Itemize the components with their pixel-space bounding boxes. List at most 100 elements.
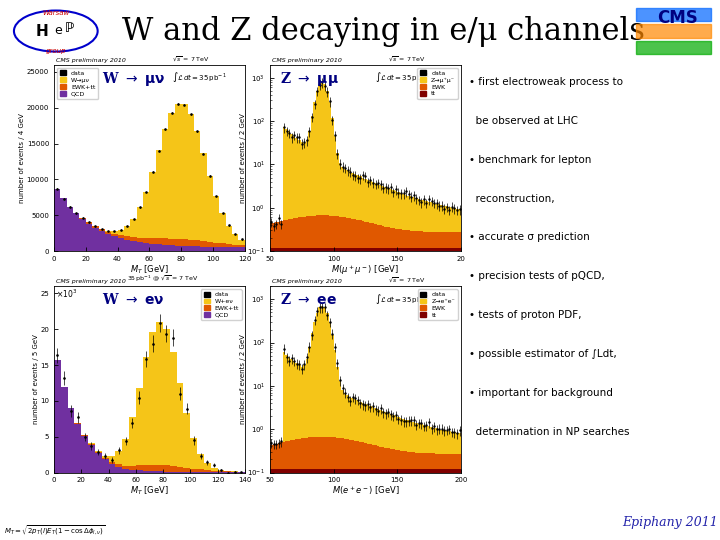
Bar — [400, 469, 402, 540]
Bar — [438, 232, 441, 248]
Bar — [137, 238, 143, 242]
Bar — [438, 205, 441, 232]
Text: determination in NP searches: determination in NP searches — [469, 427, 630, 437]
Bar — [162, 130, 168, 238]
Bar — [311, 437, 313, 469]
Bar — [226, 244, 232, 247]
Bar — [336, 367, 338, 437]
Bar — [298, 140, 300, 217]
X-axis label: $M_T$ [GeV]: $M_T$ [GeV] — [130, 485, 169, 497]
Bar — [338, 381, 341, 438]
Bar — [384, 448, 387, 469]
Text: $35\,\mathrm{pb}^{-1}$ @ $\sqrt{s}$ = 7 TeV: $35\,\mathrm{pb}^{-1}$ @ $\sqrt{s}$ = 7 … — [127, 274, 198, 285]
Bar — [395, 469, 397, 540]
Bar — [273, 469, 275, 540]
Bar — [446, 431, 448, 454]
Bar — [448, 248, 451, 540]
Bar — [359, 442, 361, 469]
Text: • accurate σ prediction: • accurate σ prediction — [469, 232, 590, 242]
Bar — [117, 230, 124, 235]
Bar — [217, 471, 225, 472]
Bar — [426, 232, 428, 248]
Bar — [143, 243, 150, 251]
Bar — [143, 357, 150, 465]
Bar — [300, 142, 303, 217]
Bar — [426, 453, 428, 469]
Text: $\sqrt{s}$ = 7 TeV: $\sqrt{s}$ = 7 TeV — [388, 54, 426, 63]
Bar — [408, 469, 410, 540]
Bar — [418, 248, 420, 540]
Bar — [372, 445, 374, 469]
Bar — [343, 217, 346, 248]
Bar — [384, 226, 387, 248]
Bar — [316, 248, 318, 540]
Bar — [431, 469, 433, 540]
Bar — [300, 248, 303, 540]
Bar — [400, 451, 402, 469]
Bar — [207, 247, 213, 251]
Bar — [456, 454, 458, 469]
Bar — [382, 447, 384, 469]
Bar — [285, 355, 288, 441]
Bar — [390, 449, 392, 469]
Bar — [343, 394, 346, 438]
Bar — [130, 219, 137, 237]
Bar — [458, 209, 461, 232]
Bar — [369, 223, 372, 248]
Bar — [124, 237, 130, 240]
Bar — [356, 469, 359, 540]
Bar — [436, 232, 438, 248]
Bar — [436, 204, 438, 232]
Bar — [392, 469, 395, 540]
Bar — [359, 469, 361, 540]
Bar — [408, 248, 410, 540]
Bar — [318, 84, 321, 215]
Bar — [311, 469, 313, 540]
Bar — [316, 437, 318, 469]
Bar — [338, 163, 341, 217]
Bar — [162, 238, 168, 245]
Bar — [387, 469, 390, 540]
Bar — [288, 248, 290, 540]
Bar — [364, 179, 366, 221]
Bar — [395, 228, 397, 248]
Text: $\sqrt{s}$ = 7 TeV: $\sqrt{s}$ = 7 TeV — [172, 54, 210, 63]
Bar — [420, 200, 423, 232]
Bar — [150, 332, 156, 465]
Bar — [413, 197, 415, 231]
Bar — [305, 359, 308, 437]
Bar — [68, 408, 74, 472]
Bar — [225, 471, 231, 472]
Bar — [341, 248, 343, 540]
Bar — [129, 465, 136, 470]
Bar — [343, 438, 346, 469]
Bar — [405, 469, 408, 540]
Bar — [176, 467, 184, 472]
Bar — [137, 242, 143, 251]
Bar — [313, 248, 316, 540]
Bar — [190, 469, 197, 472]
Bar — [453, 232, 456, 248]
Bar — [636, 24, 711, 38]
Bar — [331, 118, 333, 215]
Bar — [238, 471, 245, 472]
Bar — [181, 246, 187, 251]
Bar — [395, 416, 397, 450]
Bar — [112, 234, 117, 236]
Bar — [197, 469, 204, 472]
Bar — [451, 248, 453, 540]
Bar — [115, 464, 122, 467]
Bar — [318, 469, 321, 540]
Bar — [283, 469, 285, 540]
Bar — [331, 437, 333, 469]
Bar — [366, 443, 369, 469]
Bar — [143, 465, 150, 471]
Bar — [400, 418, 402, 451]
Bar — [636, 8, 711, 22]
Bar — [311, 116, 313, 215]
Bar — [423, 469, 426, 540]
Bar — [436, 454, 438, 469]
Bar — [79, 218, 86, 219]
Bar — [213, 242, 220, 247]
Bar — [377, 469, 379, 540]
